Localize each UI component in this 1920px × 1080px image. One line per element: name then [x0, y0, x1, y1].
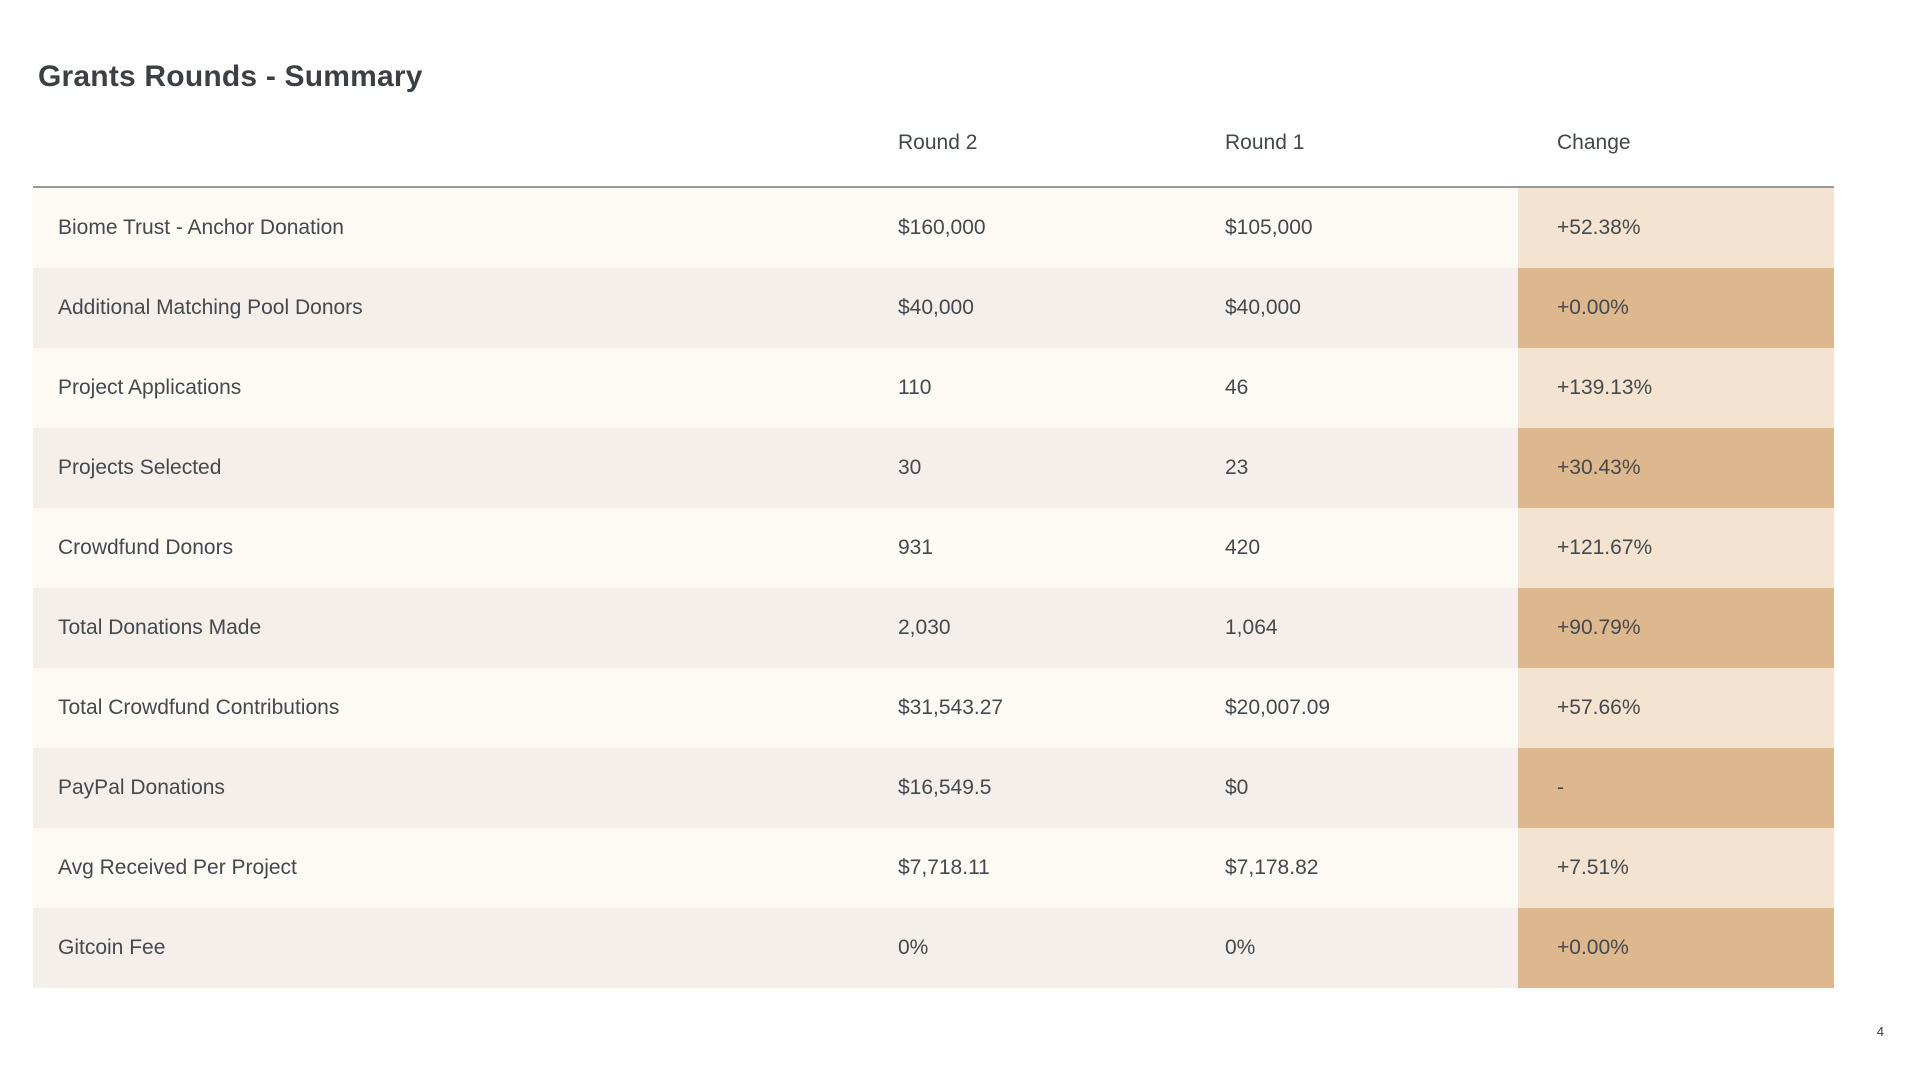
round-2-value: $16,549.5	[898, 776, 992, 799]
metric-label: Additional Matching Pool Donors	[58, 296, 363, 319]
summary-table: Round 2 Round 1 Change Biome Trust - Anc…	[33, 100, 1834, 988]
round-1-value: 420	[1225, 536, 1261, 559]
change-value: +30.43%	[1518, 428, 1834, 508]
table-row: Total Crowdfund Contributions $31,543.27…	[33, 668, 1834, 748]
round-2-value: 30	[898, 456, 922, 479]
table-row: Crowdfund Donors 931 420 +121.67%	[33, 508, 1834, 588]
change-value: +90.79%	[1518, 588, 1834, 668]
round-2-value: 110	[898, 376, 932, 399]
change-value: +52.38%	[1518, 188, 1834, 268]
round-1-value: $40,000	[1225, 296, 1301, 319]
round-1-value: 46	[1225, 376, 1249, 399]
round-2-value: 2,030	[898, 616, 951, 639]
change-value: -	[1518, 748, 1834, 828]
round-2-value: $40,000	[898, 296, 974, 319]
header-round-1: Round 1	[1225, 131, 1305, 154]
metric-label: Gitcoin Fee	[58, 936, 166, 959]
change-value: +7.51%	[1518, 828, 1834, 908]
change-value: +57.66%	[1518, 668, 1834, 748]
round-1-value: $20,007.09	[1225, 696, 1331, 719]
round-1-value: 23	[1225, 456, 1249, 479]
metric-label: Total Donations Made	[58, 616, 262, 639]
page-number: 4	[1876, 1024, 1884, 1039]
metric-label: PayPal Donations	[58, 776, 225, 799]
round-2-value: $160,000	[898, 216, 986, 239]
round-1-value: $105,000	[1225, 216, 1313, 239]
header-separator-line	[33, 186, 1834, 188]
change-value: +121.67%	[1518, 508, 1834, 588]
table-row: Project Applications 110 46 +139.13%	[33, 348, 1834, 428]
table-row: Gitcoin Fee 0% 0% +0.00%	[33, 908, 1834, 988]
metric-label: Total Crowdfund Contributions	[58, 696, 340, 719]
metric-label: Avg Received Per Project	[58, 856, 297, 879]
header-change: Change	[1557, 131, 1631, 154]
round-1-value: 0%	[1225, 936, 1256, 959]
change-value: +0.00%	[1518, 268, 1834, 348]
change-value: +0.00%	[1518, 908, 1834, 988]
header-round-2: Round 2	[898, 131, 978, 154]
table-row: Projects Selected 30 23 +30.43%	[33, 428, 1834, 508]
change-value: +139.13%	[1518, 348, 1834, 428]
metric-label: Project Applications	[58, 376, 242, 399]
round-2-value: 0%	[898, 936, 929, 959]
metric-label: Projects Selected	[58, 456, 222, 479]
table-row: Total Donations Made 2,030 1,064 +90.79%	[33, 588, 1834, 668]
round-2-value: $31,543.27	[898, 696, 1004, 719]
round-1-value: $0	[1225, 776, 1249, 799]
page-title: Grants Rounds - Summary	[38, 60, 423, 93]
round-1-value: 1,064	[1225, 616, 1278, 639]
table-row: Biome Trust - Anchor Donation $160,000 $…	[33, 188, 1834, 268]
table-row: Additional Matching Pool Donors $40,000 …	[33, 268, 1834, 348]
round-2-value: 931	[898, 536, 934, 559]
table-row: Avg Received Per Project $7,718.11 $7,17…	[33, 828, 1834, 908]
metric-label: Biome Trust - Anchor Donation	[58, 216, 344, 239]
table-row: PayPal Donations $16,549.5 $0 -	[33, 748, 1834, 828]
round-1-value: $7,178.82	[1225, 856, 1319, 879]
table-header-row: Round 2 Round 1 Change	[33, 100, 1834, 186]
round-2-value: $7,718.11	[898, 856, 990, 879]
metric-label: Crowdfund Donors	[58, 536, 234, 559]
